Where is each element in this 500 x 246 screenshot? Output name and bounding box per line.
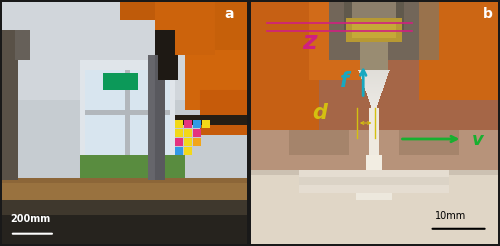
Text: v: v	[472, 131, 484, 149]
Text: z: z	[302, 30, 316, 54]
Text: a: a	[224, 7, 234, 21]
Text: 200mm: 200mm	[10, 214, 50, 224]
Text: f: f	[340, 71, 349, 91]
Text: b: b	[482, 7, 492, 21]
Text: d: d	[312, 103, 327, 123]
Text: 10mm: 10mm	[434, 211, 466, 221]
